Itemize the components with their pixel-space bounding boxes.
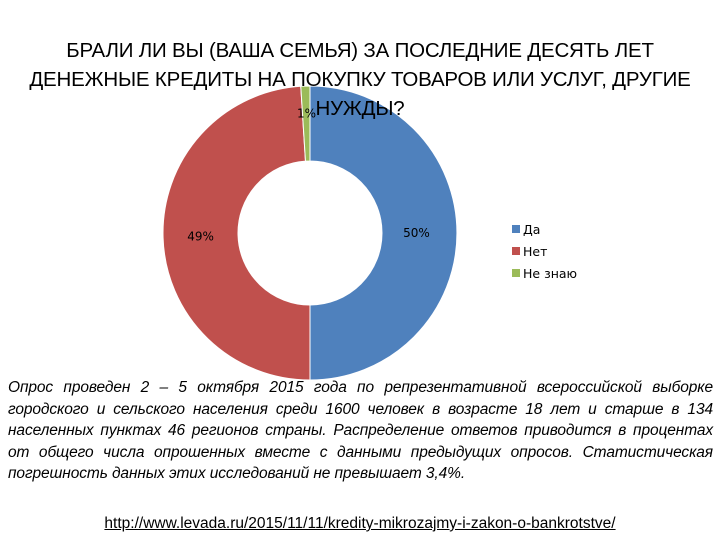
legend-swatch-dont-know [512,269,520,277]
source-link[interactable]: http://www.levada.ru/2015/11/11/kredity-… [104,515,616,532]
chart-title: БРАЛИ ЛИ ВЫ (ВАША СЕМЬЯ) ЗА ПОСЛЕДНИЕ ДЕ… [29,39,691,120]
data-label-yes: 50% [403,226,430,240]
legend-item-no: Нет [512,240,577,262]
slice-dont-know [300,85,311,162]
slice-no [162,85,311,381]
slice-yes [309,85,458,381]
legend-item-dont-know: Не знаю [512,262,577,284]
data-label-dont-know: 1% [297,107,316,121]
legend-item-yes: Да [512,218,577,240]
chart-legend: Да Нет Не знаю [512,218,577,284]
legend-swatch-yes [512,225,520,233]
legend-label-yes: Да [523,221,541,237]
survey-methodology-note: Опрос проведен 2 – 5 октября 2015 года п… [8,379,713,483]
legend-swatch-no [512,247,520,255]
data-label-no: 49% [187,229,214,243]
legend-label-no: Нет [523,243,548,259]
legend-label-dont-know: Не знаю [523,265,578,281]
